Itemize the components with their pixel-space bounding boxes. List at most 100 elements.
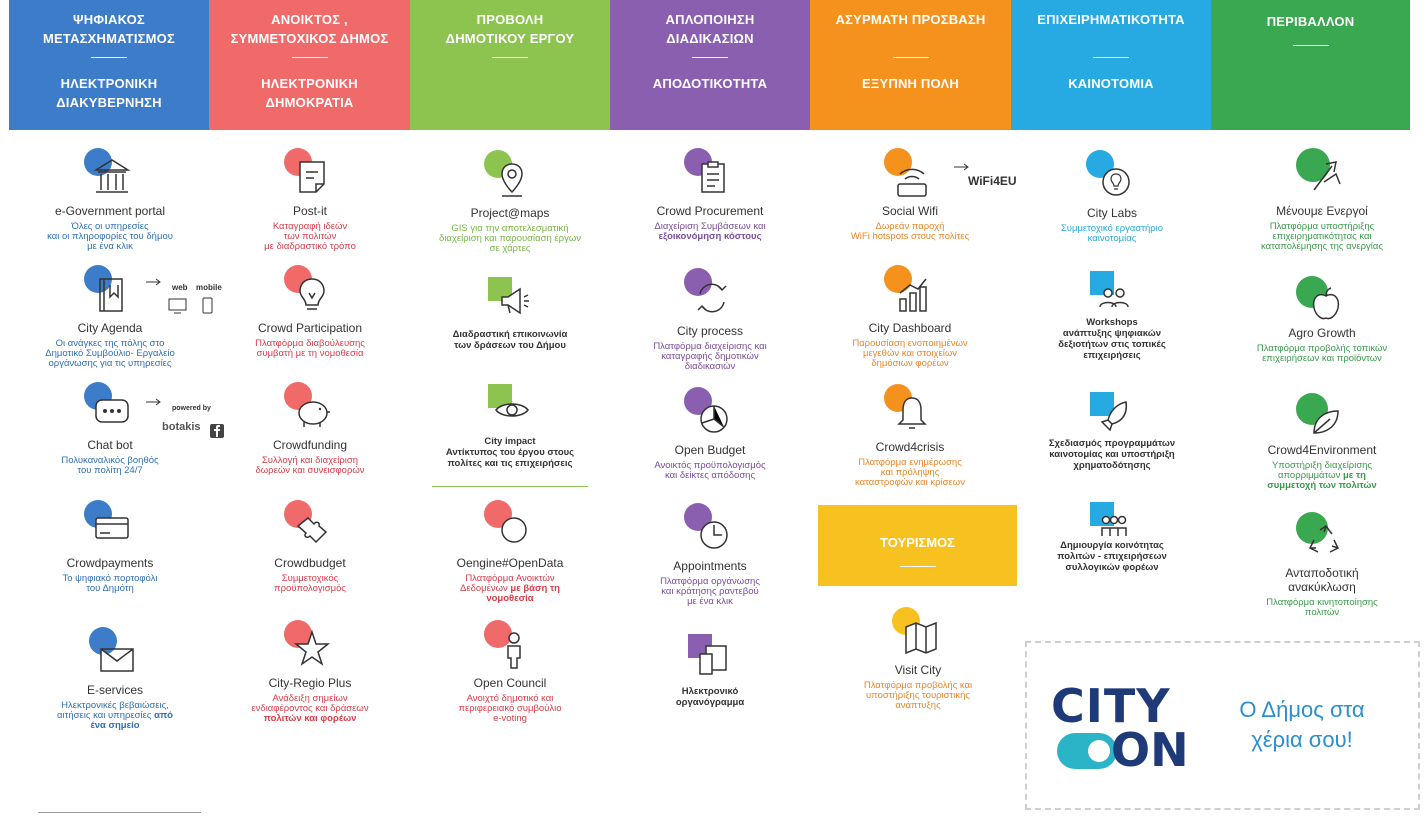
note-icon [299,161,325,193]
desc-highlight: με βάση τη νομοθεσία [486,583,560,604]
item-post-it[interactable]: Post-it Καταγραφή ιδεών των πολιτών με δ… [230,148,390,252]
facebook-icon [210,424,224,438]
item-desc: Όλες οι υπηρεσίες και οι πληροφορίες του… [47,221,173,252]
item-desc: Πολυκαναλικός βοηθός του πολίτη 24/7 [61,455,159,476]
recycle-icon [1308,524,1340,553]
item-desc: Ανοικτός προϋπολογισμός και δείκτες απόδ… [654,460,766,481]
cityon-box: CITY ON Ο Δήμος στα χέρια σου! [1025,641,1420,810]
item-title: City Labs [1086,206,1138,220]
item-desc: Το ψηφιακό πορτοφόλι του Δημότη [62,573,158,594]
item-social-wifi[interactable]: Social Wifi Δωρεάν παροχή WiFi hotspots … [830,148,990,242]
monitor-icon [168,298,187,314]
header-divider [692,57,728,58]
header-title: ΑΝΟΙΚΤΟΣ , ΣΥΜΜΕΤΟΧΙΚΟΣ ΔΗΜΟΣ [230,12,389,46]
item-desc: Παρουσίαση ενοποιημένων μεγεθών και στοι… [852,338,968,369]
item-desc: Πλατφόρμα προβολής και υποστήριξης τουρι… [863,680,973,711]
item-innovation-programs[interactable]: Σχεδιασμός προγραμμάτων καινοτομίας και … [1032,388,1192,471]
item-title: Crowdbudget [274,556,346,570]
envelope-icon [100,648,134,672]
item-open-budget[interactable]: Open Budget Ανοικτός προϋπολογισμός και … [630,387,790,481]
puzzle-icon [296,516,328,544]
desc-highlight: πολιτών και φορέων [263,713,357,724]
item-org-chart[interactable]: Ηλεκτρονικό οργανόγραμμα [630,630,790,708]
piggy-icon [298,401,330,427]
header-environment: ΠΕΡΙΒΑΛΛΟΝ [1211,0,1410,130]
people-icon [1101,515,1127,536]
header-divider [1292,45,1329,46]
item-desc: Συμμετοχικός προϋπολογισμός [274,573,346,594]
item-title: Crowd4Environment [1267,443,1377,457]
item-desc: Πλατφόρμα ενημέρωσης και πρόληψης καταστ… [855,457,965,488]
header-title: ΑΣΥΡΜΑΤΗ ΠΡΟΣΒΑΣΗ [835,12,986,27]
item-crowd-participation[interactable]: Crowd Participation Πλατφόρμα διαβούλευσ… [230,265,390,359]
item-city-labs[interactable]: City Labs Συμμετοχικό εργαστήριο καινοτο… [1032,150,1192,244]
item-title: Μένουμε Ενεργοί [1276,204,1368,218]
item-desc: Διαχείριση Συμβάσεων και εξοικονόμηση κό… [630,222,790,242]
pin-icon [501,163,523,197]
piechart-icon [700,405,728,433]
item-open-council[interactable]: Open Council Ανοιχτό δημοτικό και περιφε… [425,620,595,724]
item-appointments[interactable]: Appointments Πλατφόρμα οργάνωσης και κρά… [630,503,790,607]
item-title: Crowd Participation [257,321,363,335]
item-crowd-procurement[interactable]: Crowd Procurement Διαχείριση Συμβάσεων κ… [630,148,790,242]
item-project-maps[interactable]: Project@maps GIS για την αποτελεσματική … [425,150,595,254]
header-title: ΕΠΙΧΕΙΡΗΜΑΤΙΚΟΤΗΤΑ [1037,12,1185,27]
item-open-data[interactable]: Oengine#OpenData Πλατφόρμα Ανοικτών Δεδο… [425,500,595,604]
cityon-logo-on-text: ON [1111,723,1189,777]
header-subtitle: ΚΑΙΝΟΤΟΜΙΑ [1068,76,1154,91]
item-crowd4crisis[interactable]: Crowd4crisis Πλατφόρμα ενημέρωσης και πρ… [830,384,990,488]
tourism-divider [899,566,936,567]
item-city-impact[interactable]: City impact Αντίκτυπος του έργου στους π… [425,380,595,469]
tourism-title: ΤΟΥΡΙΣΜΟΣ [880,535,955,550]
header-subtitle: ΕΞΥΠΝΗ ΠΟΛΗ [862,76,959,91]
item-city-process[interactable]: City process Πλατφόρμα διαχείρισης και κ… [630,268,790,372]
bell-icon [897,397,927,429]
cycle-icon [697,283,727,313]
item-title: Crowdpayments [66,556,154,570]
divider-line [432,486,588,487]
item-eservices[interactable]: E-services Ηλεκτρονικές βεβαιώσεις, αιτή… [30,627,200,731]
item-chatbot[interactable]: Chat bot Πολυκαναλικός βοηθός του πολίτη… [30,382,190,476]
rocket-icon [1100,401,1128,432]
star-icon [293,629,331,666]
item-title: Crowd Procurement [656,204,764,218]
item-egov-portal[interactable]: e-Government portal Όλες οι υπηρεσίες κα… [30,148,190,252]
item-title: City-Regio Plus [268,676,352,690]
item-title: Ηλεκτρονικό οργανόγραμμα [675,686,745,708]
desc-text: Ηλεκτρονικές βεβαιώσεις, αιτήσεις και υπ… [57,700,169,721]
item-title: E-services [86,683,143,697]
item-menoume-energoi[interactable]: Μένουμε Ενεργοί Πλατφόρμα υποστήριξης επ… [1232,148,1412,252]
item-visit-city[interactable]: Visit City Πλατφόρμα προβολής και υποστή… [838,607,998,711]
header-subtitle: ΗΛΕΚΤΡΟΝΙΚΗ ΔΙΑΚΥΒΕΡΝΗΣΗ [56,76,162,110]
item-desc: Πλατφόρμα υποστήριξης επιχειρηματικότητα… [1261,221,1383,252]
item-desc: Καταγραφή ιδεών των πολιτών με διαδραστι… [264,221,356,252]
header-digital: ΨΗΦΙΑΚΟΣ ΜΕΤΑΣΧΗΜΑΤΙΣΜΟΣ ΗΛΕΚΤΡΟΝΙΚΗ ΔΙΑ… [9,0,209,130]
item-title: Post-it [292,204,327,218]
item-crowdfunding[interactable]: Crowdfunding Συλλογή και διαχείριση δωρε… [230,382,390,476]
item-agro-growth[interactable]: Agro Growth Πλατφόρμα προβολής τοπικών ε… [1232,276,1412,364]
item-title: Open Council [473,676,547,690]
header-divider [91,57,127,58]
item-desc: Πλατφόρμα κινητοποίησης πολιτών [1266,597,1378,618]
item-city-agenda[interactable]: City Agenda Οι ανάγκες της πόλης στο Δημ… [30,265,190,369]
item-title: Ανταποδοτική ανακύκλωση [1285,566,1359,594]
item-desc: Πλατφόρμα Ανοικτών Δεδομένων με βάση τη … [425,574,595,604]
desc-text: Πλατφόρμα Ανοικτών Δεδομένων [459,573,555,594]
wifi4eu-logo: WiFi4EU [968,174,1017,188]
item-city-dashboard[interactable]: City Dashboard Παρουσίαση ενοποιημένων μ… [830,265,990,369]
header-wireless: ΑΣΥΡΜΑΤΗ ΠΡΟΣΒΑΣΗ ΕΞΥΠΝΗ ΠΟΛΗ [810,0,1011,130]
item-interactive-comm[interactable]: Διαδραστική επικοινωνία των δράσεων του … [425,273,595,351]
item-crowdbudget[interactable]: Crowdbudget Συμμετοχικός προϋπολογισμός [230,500,390,594]
header-divider [1093,57,1129,58]
item-recycling[interactable]: Ανταποδοτική ανακύκλωση Πλατφόρμα κινητο… [1232,512,1412,618]
header-title: ΑΠΛΟΠΟΙΗΣΗ ΔΙΑΔΙΚΑΣΙΩΝ [665,12,755,46]
item-community[interactable]: Δημιουργία κοινότητας πολιτών - επιχειρή… [1032,498,1192,573]
item-crowd4environment[interactable]: Crowd4Environment Υποστήριξη διαχείρισης… [1232,393,1412,491]
tools-icon [1313,161,1341,191]
item-workshops[interactable]: Workshops ανάπτυξης ψηφιακών δεξιοτήτων … [1032,267,1192,361]
item-city-regio[interactable]: City-Regio Plus Ανάδειξη σημείων ενδιαφέ… [230,620,390,724]
header-subtitle: ΗΛΕΚΤΡΟΝΙΚΗ ΔΗΜΟΚΡΑΤΙΑ [261,76,358,110]
leaf-icon [1313,410,1339,434]
desc-text: Ανάδειξη σημείων ενδιαφέροντος και δράσε… [251,693,369,714]
item-crowdpayments[interactable]: Crowdpayments Το ψηφιακό πορτοφόλι του Δ… [30,500,190,594]
